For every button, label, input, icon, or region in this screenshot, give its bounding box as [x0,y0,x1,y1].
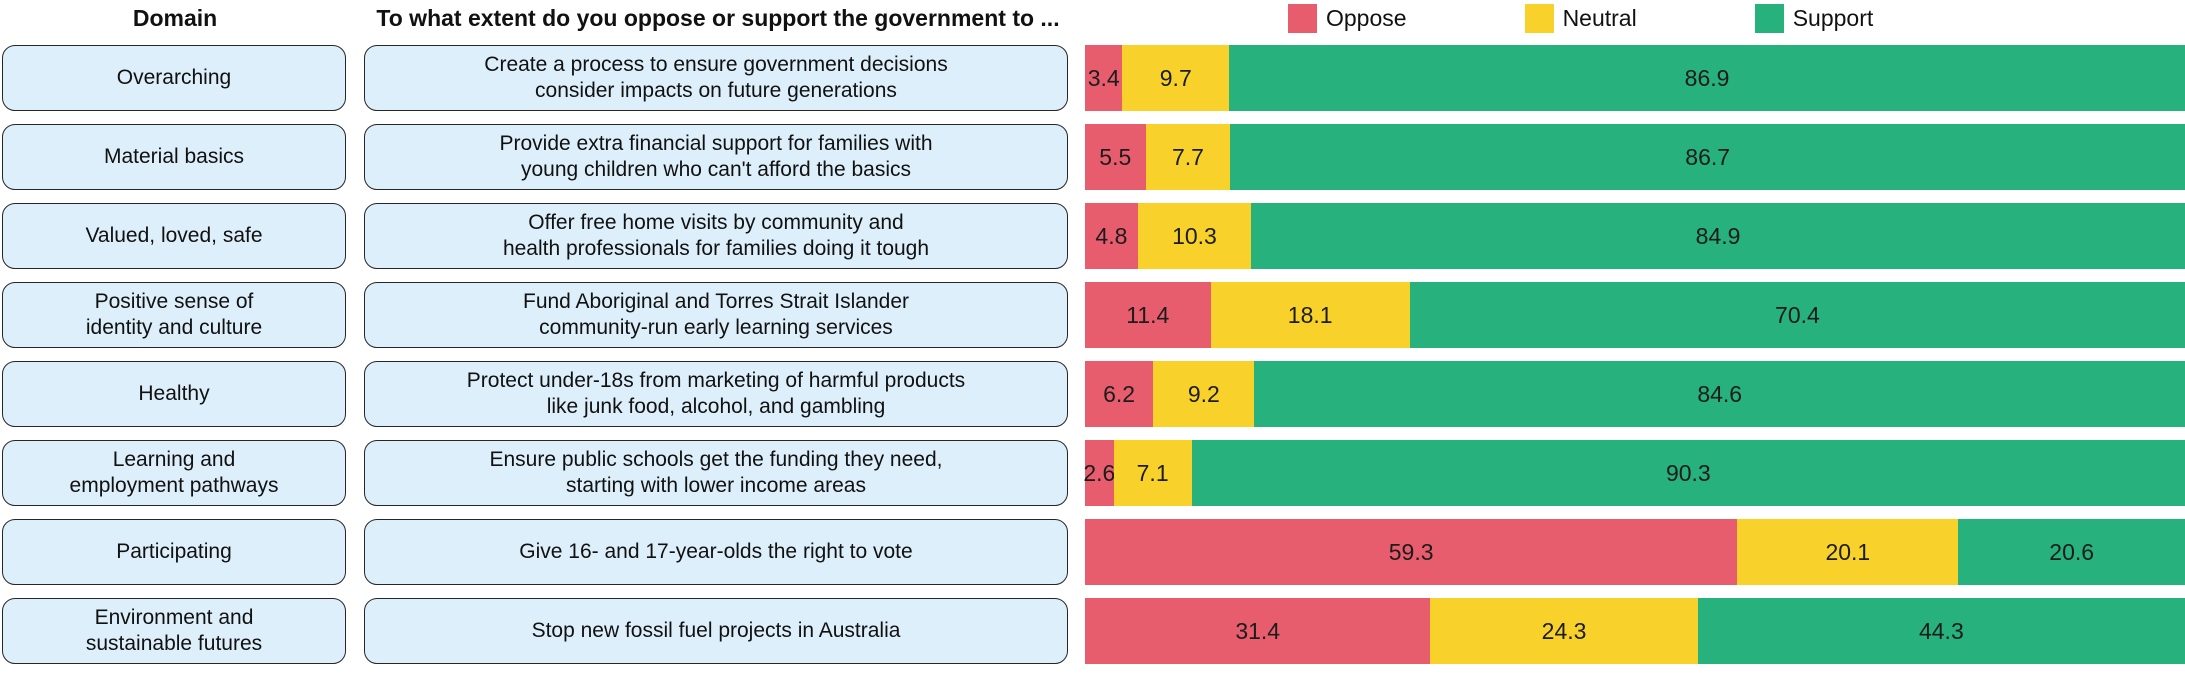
question-box: Fund Aboriginal and Torres Strait Island… [364,282,1068,348]
question-box: Stop new fossil fuel projects in Austral… [364,598,1068,664]
bar-segment-neutral: 7.7 [1145,124,1231,190]
domain-box: Overarching [2,45,346,111]
support-value: 86.7 [1685,143,1731,170]
oppose-value: 59.3 [1388,538,1434,565]
domain-column-header: Domain [132,5,218,31]
support-value: 44.3 [1918,617,1964,644]
bar-segment-support: 86.9 [1229,45,2185,111]
legend-item-support: Support [1754,4,1874,33]
bar-segment-support: 70.4 [1409,282,2185,348]
stacked-bar: 11.4 18.1 70.4 [1085,282,2185,348]
bar-segment-oppose: 11.4 [1085,282,1211,348]
bar-segment-support: 44.3 [1697,598,2185,664]
bar-segment-neutral: 7.1 [1113,440,1192,506]
support-value: 86.9 [1684,64,1730,91]
stacked-bar: 31.4 24.3 44.3 [1085,598,2185,664]
bar-segment-support: 20.6 [1958,519,2185,585]
question-box: Protect under-18s from marketing of harm… [364,361,1068,427]
bar-segment-oppose: 6.2 [1085,361,1154,427]
bar-segment-oppose: 2.6 [1083,440,1116,506]
neutral-value: 18.1 [1287,301,1333,328]
domain-box: Environment and sustainable futures [2,598,346,664]
oppose-value: 4.8 [1095,222,1128,249]
oppose-value: 31.4 [1235,617,1281,644]
legend: Oppose Neutral Support [1288,4,1873,33]
oppose-value: 11.4 [1126,301,1170,328]
question-box: Offer free home visits by community and … [364,203,1068,269]
stacked-bar: 6.2 9.2 84.6 [1085,361,2185,427]
bar-segment-support: 84.9 [1251,203,2185,269]
neutral-value: 10.3 [1172,222,1217,249]
support-value: 20.6 [2049,538,2095,565]
bar-segment-neutral: 9.2 [1153,361,1255,427]
chart-row-valued-loved-safe: Valued, loved, safe Offer free home visi… [0,203,2185,269]
domain-box: Participating [2,519,346,585]
question-box: Give 16- and 17-year-olds the right to v… [364,519,1068,585]
legend-label-oppose: Oppose [1326,5,1407,31]
chart-header: Domain To what extent do you oppose or s… [0,0,2185,45]
support-value: 90.3 [1665,459,1711,486]
neutral-swatch-icon [1524,4,1554,33]
oppose-value: 5.5 [1099,143,1132,170]
neutral-value: 9.2 [1187,380,1220,407]
chart-rows: Overarching Create a process to ensure g… [0,45,2185,664]
question-box: Ensure public schools get the funding th… [364,440,1068,506]
chart-row-material-basics: Material basics Provide extra financial … [0,124,2185,190]
stacked-bar: 5.5 7.7 86.7 [1085,124,2185,190]
question-column-header: To what extent do you oppose or support … [376,5,1060,31]
oppose-swatch-icon [1288,4,1317,33]
bar-segment-neutral: 10.3 [1137,203,1252,269]
support-value: 70.4 [1775,301,1820,328]
bar-segment-support: 84.6 [1254,361,2185,427]
neutral-value: 24.3 [1541,617,1587,644]
oppose-value: 3.4 [1087,64,1120,91]
neutral-value: 7.7 [1171,143,1204,170]
legend-item-oppose: Oppose [1288,4,1407,33]
bar-segment-oppose: 31.4 [1085,598,1431,664]
question-box: Provide extra financial support for fami… [364,124,1068,190]
neutral-value: 7.1 [1136,459,1169,486]
chart-row-healthy: Healthy Protect under-18s from marketing… [0,361,2185,427]
support-value: 84.9 [1695,222,1741,249]
bar-segment-neutral: 20.1 [1737,519,1959,585]
domain-box: Positive sense of identity and culture [2,282,346,348]
bar-segment-neutral: 9.7 [1122,45,1230,111]
bar-segment-support: 90.3 [1191,440,2185,506]
question-box: Create a process to ensure government de… [364,45,1068,111]
oppose-value: 2.6 [1083,459,1116,486]
chart-row-identity-culture: Positive sense of identity and culture F… [0,282,2185,348]
stacked-bar: 59.3 20.1 20.6 [1085,519,2185,585]
chart-row-overarching: Overarching Create a process to ensure g… [0,45,2185,111]
chart-row-environment: Environment and sustainable futures Stop… [0,598,2185,664]
domain-box: Material basics [2,124,346,190]
stacked-bar: 3.4 9.7 86.9 [1085,45,2185,111]
bar-segment-oppose: 59.3 [1085,519,1738,585]
legend-item-neutral: Neutral [1524,4,1637,33]
legend-label-neutral: Neutral [1562,5,1637,31]
chart-row-learning-employment: Learning and employment pathways Ensure … [0,440,2185,506]
bar-segment-neutral: 24.3 [1430,598,1698,664]
stacked-bar: 2.6 7.1 90.3 [1083,440,2185,506]
neutral-value: 20.1 [1825,538,1871,565]
neutral-value: 9.7 [1159,64,1192,91]
bar-segment-oppose: 3.4 [1085,45,1123,111]
support-swatch-icon [1754,4,1784,33]
support-value: 84.6 [1697,380,1743,407]
bar-segment-oppose: 4.8 [1085,203,1138,269]
legend-label-support: Support [1792,5,1874,31]
chart-row-participating: Participating Give 16- and 17-year-olds … [0,519,2185,585]
bar-segment-oppose: 5.5 [1085,124,1146,190]
bar-segment-neutral: 18.1 [1210,282,1410,348]
bar-segment-support: 86.7 [1230,124,2185,190]
stacked-bar: 4.8 10.3 84.9 [1085,203,2185,269]
domain-box: Healthy [2,361,346,427]
domain-box: Valued, loved, safe [2,203,346,269]
oppose-value: 6.2 [1103,380,1136,407]
domain-box: Learning and employment pathways [2,440,346,506]
